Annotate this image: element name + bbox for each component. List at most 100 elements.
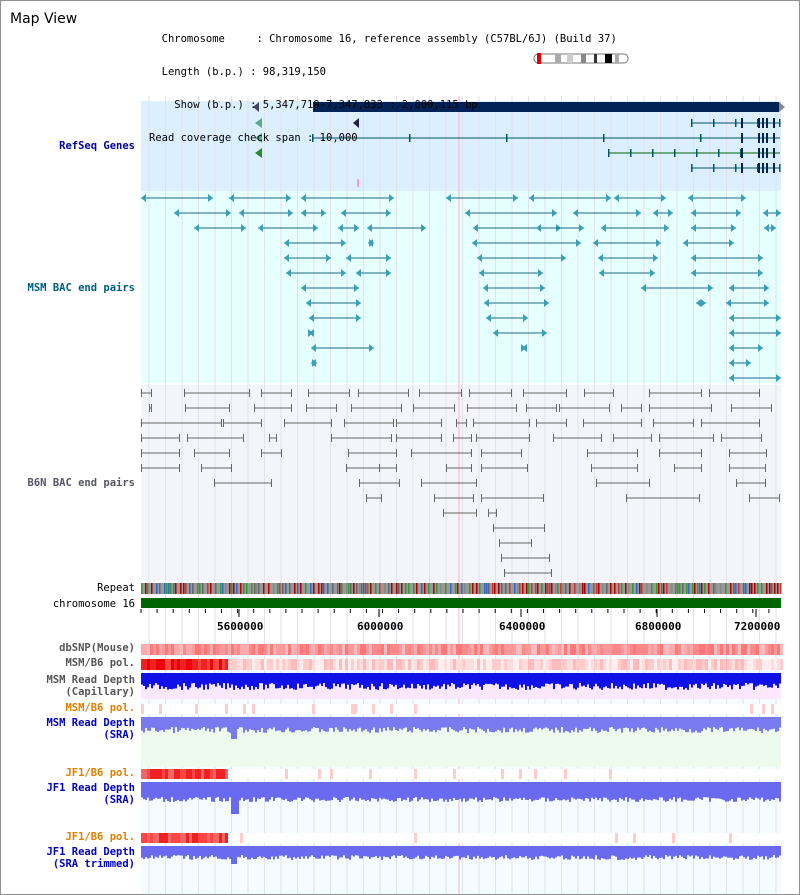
msm-depth-sra-bar: [259, 717, 261, 732]
dbsnp-heatmap-cell: [153, 644, 156, 655]
dbsnp-heatmap-cell: [426, 644, 429, 655]
b6n-bac-end: [556, 404, 557, 412]
repeat-element: [229, 583, 231, 594]
msm-depth-sra-bar: [233, 717, 235, 739]
msm-b6-pol-heatmap-cell: [549, 659, 552, 670]
dbsnp-heatmap-cell: [726, 644, 729, 655]
jf1-depth-trimmed-bar: [551, 846, 553, 858]
jf1-depth-sra-bar: [671, 782, 673, 800]
repeat-element: [256, 583, 258, 594]
jf1-depth-trimmed-bar: [449, 846, 451, 859]
msm-depth-sra-bar: [381, 717, 383, 732]
repeat-element: [777, 583, 779, 594]
jf1-depth-trimmed-bar: [491, 846, 493, 858]
msm-depth-sra-bar: [307, 717, 309, 732]
msm-b6-pol2-heatmap-cell: [639, 704, 642, 714]
jf1-b6-pol-heatmap-cell: [384, 769, 387, 779]
jf1-b6-pol-heatmap-cell: [216, 769, 219, 779]
jf1-depth-trimmed-bar: [329, 846, 331, 857]
msm-depth-sra-bar: [737, 717, 739, 728]
msm-depth-sra-bar: [357, 717, 359, 729]
msm-b6-pol2-heatmap-cell: [228, 704, 231, 714]
jf1-depth-trimmed-bar: [703, 846, 705, 860]
msm-b6-pol2-heatmap-cell: [318, 704, 321, 714]
b6n-bac-end: [467, 404, 468, 412]
msm-b6-pol-heatmap-cell: [255, 659, 258, 670]
jf1-depth-trimmed-bar: [265, 846, 267, 859]
msm-depth-capillary-bar: [505, 673, 507, 685]
jf1-depth-sra-bar: [687, 782, 689, 801]
msm-b6-pol-heatmap-cell: [663, 659, 666, 670]
b6n-bac-end: [391, 434, 392, 442]
jf1-depth-trimmed-bar: [599, 846, 601, 860]
msm-depth-capillary-bar: [409, 673, 411, 689]
jf1-depth-sra-bar: [497, 782, 499, 799]
dbsnp-heatmap-cell: [495, 644, 498, 655]
track-label-refseq[interactable]: RefSeq Genes: [59, 140, 135, 152]
msm-depth-sra-bar: [189, 717, 191, 731]
msm-depth-sra-bar: [557, 717, 559, 731]
jf1-depth-sra-bar: [751, 782, 753, 799]
track-label-msm-bac[interactable]: MSM BAC end pairs: [27, 282, 135, 294]
jf1-depth-sra-bar: [569, 782, 571, 802]
msm-b6-pol2-heatmap-cell: [159, 704, 162, 714]
repeat-element: [541, 583, 543, 594]
msm-depth-capillary-bar: [227, 673, 229, 684]
jf1-depth-sra-bar: [343, 782, 345, 798]
msm-b6-pol-heatmap-cell: [183, 659, 186, 670]
msm-b6-pol2-heatmap-cell: [195, 704, 198, 714]
jf1-depth-sra-bar: [747, 782, 749, 800]
repeat-element: [461, 583, 463, 594]
repeat-element: [713, 583, 715, 594]
msm-b6-pol2-heatmap-cell: [174, 704, 177, 714]
msm-bac-end: [174, 209, 179, 217]
jf1-depth-sra-bar: [353, 782, 355, 798]
jf1-depth-trimmed-bar: [683, 846, 685, 859]
dbsnp-heatmap-cell: [558, 644, 561, 655]
jf1-b6-pol-heatmap-cell: [426, 769, 429, 779]
msm-depth-capillary-bar: [601, 673, 603, 690]
jf1-depth-sra-bar: [501, 782, 503, 802]
jf1-depth-trimmed-bar: [699, 846, 701, 860]
dbsnp-heatmap-cell: [366, 644, 369, 655]
b6n-bac-end: [396, 449, 397, 457]
jf1-b6-pol-heatmap-cell: [324, 769, 327, 779]
jf1-depth-trimmed-bar: [727, 846, 729, 858]
jf1-depth-sra-bar: [683, 782, 685, 800]
track-label-b6n-bac[interactable]: B6N BAC end pairs: [27, 477, 135, 489]
jf1-depth-sra-bar: [277, 782, 279, 798]
msm-b6-pol-heatmap-cell: [222, 659, 225, 670]
msm-depth-sra-bar: [267, 717, 269, 730]
jf1-b6-pol2-heatmap-cell: [159, 833, 162, 843]
jf1-b6-pol-heatmap-cell: [309, 769, 312, 779]
jf1-depth-trimmed-bar: [411, 846, 413, 860]
jf1-depth-trimmed-bar: [523, 846, 525, 858]
msm-bac-end: [356, 299, 361, 307]
msm-b6-pol2-heatmap-cell: [627, 704, 630, 714]
b6n-bac-end: [504, 569, 505, 577]
msm-depth-sra-bar: [671, 717, 673, 730]
jf1-depth-sra-bar: [275, 782, 277, 798]
msm-bac-end: [614, 194, 619, 202]
msm-depth-sra-bar: [275, 717, 277, 732]
repeat-element: [151, 583, 153, 594]
msm-b6-pol2-heatmap-cell: [339, 704, 342, 714]
jf1-depth-trimmed-bar: [379, 846, 381, 857]
repeat-element: [488, 583, 490, 594]
msm-depth-capillary-bar: [777, 673, 779, 689]
jf1-depth-sra-bar: [359, 782, 361, 799]
jf1-b6-pol-heatmap-cell: [435, 769, 438, 779]
jf1-b6-pol-heatmap-cell: [528, 769, 531, 779]
msm-b6-pol-heatmap-cell: [288, 659, 291, 670]
repeat-element: [641, 583, 643, 594]
msm-b6-pol2-heatmap-cell: [240, 704, 243, 714]
msm-depth-sra-bar: [771, 717, 773, 730]
msm-depth-capillary-bar: [561, 673, 563, 689]
msm-b6-pol-heatmap-cell: [243, 659, 246, 670]
jf1-b6-pol2-heatmap-cell: [162, 833, 165, 843]
jf1-b6-pol-heatmap-cell: [636, 769, 639, 779]
msm-depth-capillary-bar: [659, 673, 661, 685]
jf1-b6-pol2-heatmap-cell: [756, 833, 759, 843]
jf1-depth-sra-bar: [429, 782, 431, 802]
